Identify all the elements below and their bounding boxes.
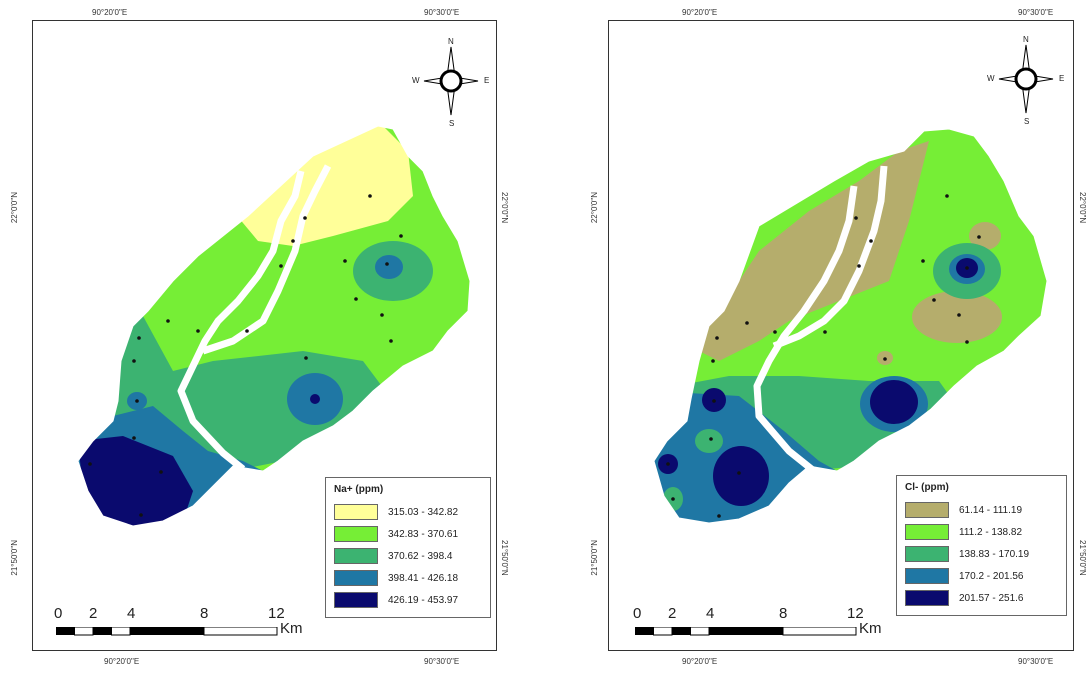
lon-label-top-1: 90°20'0"E <box>682 8 718 17</box>
scale-tick-label: 0 <box>633 605 642 622</box>
legend-swatch <box>334 592 378 608</box>
lon-label-bottom-2: 90°30'0"E <box>1018 657 1054 666</box>
scale-tick-label: 4 <box>706 605 715 622</box>
scale-unit: Km <box>280 620 303 637</box>
scale-unit: Km <box>859 620 882 637</box>
lat-label-right-1: 22°0'0"N <box>1078 192 1087 224</box>
scale-tick-label: 8 <box>200 605 209 622</box>
lon-label-top-2: 90°30'0"E <box>424 8 460 17</box>
legend-row: 111.2 - 138.82 <box>905 521 1058 543</box>
lat-label-right-2: 21°50'0"N <box>1078 540 1087 576</box>
map-frame: N S W E Na+ (ppm) 315.03 - 342.82 342.83… <box>32 20 497 651</box>
scale-bar: 0 2 4 8 12 Km <box>633 605 895 647</box>
legend-label: 398.41 - 426.18 <box>388 572 459 584</box>
compass-s: S <box>1024 117 1030 126</box>
scale-tick-label: 12 <box>268 605 285 622</box>
scale-tick-label: 12 <box>847 605 864 622</box>
compass-n: N <box>448 37 454 46</box>
legend-swatch <box>334 526 378 542</box>
lat-label-right-2: 21°50'0"N <box>500 540 509 576</box>
compass-e: E <box>484 76 490 85</box>
legend-label: 342.83 - 370.61 <box>388 528 459 540</box>
lat-label-left-1: 22°0'0"N <box>590 192 599 224</box>
lon-label-top-2: 90°30'0"E <box>1018 8 1054 17</box>
legend-title: Cl- (ppm) <box>905 482 949 493</box>
compass-s: S <box>449 119 455 128</box>
legend-row: 342.83 - 370.61 <box>334 523 482 545</box>
map-panel-cl: 90°20'0"E 90°30'0"E 90°20'0"E 90°30'0"E … <box>578 0 1087 674</box>
map-panel-na: 90°20'0"E 90°30'0"E 90°20'0"E 90°30'0"E … <box>0 0 509 674</box>
legend-row: 398.41 - 426.18 <box>334 567 482 589</box>
legend-row: 201.57 - 251.6 <box>905 587 1058 609</box>
legend-swatch <box>905 502 949 518</box>
legend-label: 111.2 - 138.82 <box>959 526 1023 538</box>
legend-row: 138.83 - 170.19 <box>905 543 1058 565</box>
cl-concentration-map <box>653 128 1048 524</box>
north-arrow-icon: N S W E <box>987 35 1065 126</box>
compass-n: N <box>1023 35 1029 44</box>
legend-swatch <box>334 504 378 520</box>
legend-label: 61.14 - 111.19 <box>959 504 1023 516</box>
scale-bar: 0 2 4 8 12 Km <box>54 605 316 647</box>
compass-e: E <box>1059 74 1065 83</box>
legend-label: 138.83 - 170.19 <box>959 548 1030 560</box>
legend-swatch <box>905 546 949 562</box>
lon-label-bottom-2: 90°30'0"E <box>424 657 460 666</box>
compass-w: W <box>987 74 995 83</box>
legend: Cl- (ppm) 61.14 - 111.19 111.2 - 138.82 … <box>896 475 1067 616</box>
legend-swatch <box>905 568 949 584</box>
scale-tick-label: 2 <box>668 605 677 622</box>
map-frame: N S W E Cl- (ppm) 61.14 - 111.19 111.2 -… <box>608 20 1074 651</box>
na-concentration-map <box>77 125 471 527</box>
lat-label-right-1: 22°0'0"N <box>500 192 509 224</box>
legend-swatch <box>905 590 949 606</box>
legend-row: 61.14 - 111.19 <box>905 499 1058 521</box>
legend-title: Na+ (ppm) <box>334 484 384 495</box>
lon-label-top-1: 90°20'0"E <box>92 8 128 17</box>
legend-row: 370.62 - 398.4 <box>334 545 482 567</box>
lat-label-left-2: 21°50'0"N <box>590 540 599 576</box>
legend-swatch <box>905 524 949 540</box>
legend-swatch <box>334 548 378 564</box>
legend-label: 201.57 - 251.6 <box>959 592 1024 604</box>
compass-w: W <box>412 76 420 85</box>
lon-label-bottom-1: 90°20'0"E <box>104 657 140 666</box>
legend: Na+ (ppm) 315.03 - 342.82 342.83 - 370.6… <box>325 477 491 618</box>
legend-row: 426.19 - 453.97 <box>334 589 482 611</box>
legend-swatch <box>334 570 378 586</box>
legend-label: 370.62 - 398.4 <box>388 550 453 562</box>
scale-tick-label: 8 <box>779 605 788 622</box>
scale-tick-label: 0 <box>54 605 63 622</box>
legend-row: 315.03 - 342.82 <box>334 501 482 523</box>
legend-row: 170.2 - 201.56 <box>905 565 1058 587</box>
legend-label: 426.19 - 453.97 <box>388 594 459 606</box>
scale-tick-label: 2 <box>89 605 98 622</box>
lat-label-left-2: 21°50'0"N <box>10 540 19 576</box>
north-arrow-icon: N S W E <box>412 37 490 128</box>
legend-label: 170.2 - 201.56 <box>959 570 1024 582</box>
lon-label-bottom-1: 90°20'0"E <box>682 657 718 666</box>
lat-label-left-1: 22°0'0"N <box>10 192 19 224</box>
scale-tick-label: 4 <box>127 605 136 622</box>
legend-label: 315.03 - 342.82 <box>388 506 459 518</box>
